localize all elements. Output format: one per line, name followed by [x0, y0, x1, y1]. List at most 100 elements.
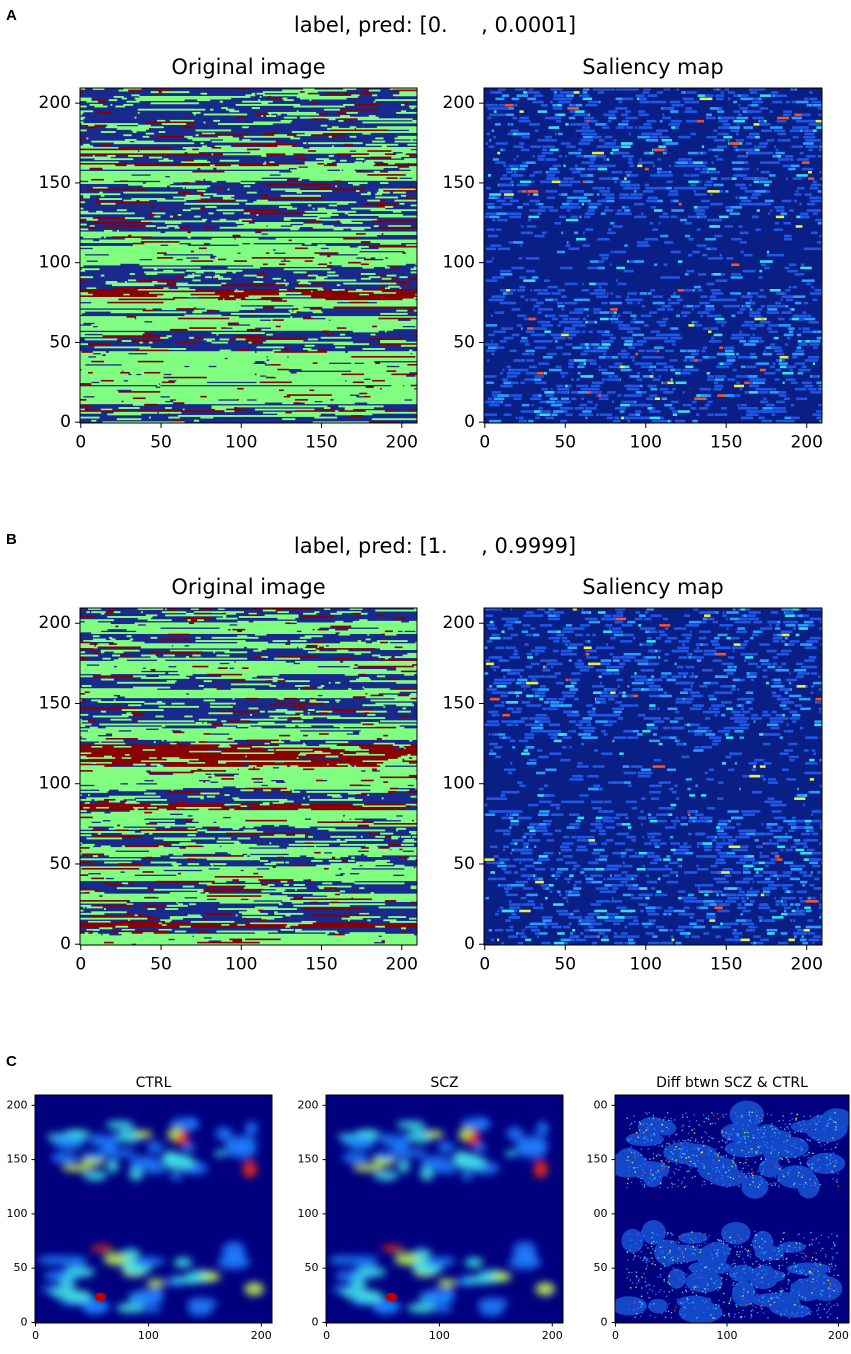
image-cell: [497, 394, 509, 397]
image-cell: [506, 375, 517, 378]
image-cell: [122, 340, 132, 342]
image-cell: [492, 219, 495, 222]
image-cell: [143, 632, 148, 634]
image-cell: [739, 104, 741, 107]
image-cell: [649, 366, 656, 369]
image-cell: [714, 388, 722, 391]
image-cell: [717, 110, 722, 113]
image-cell: [609, 302, 621, 305]
image-cell: [761, 362, 769, 365]
image-cell: [194, 114, 196, 116]
image-cell: [301, 279, 354, 281]
image-cell: [740, 241, 747, 244]
image-cell: [359, 182, 367, 184]
image-cell: [662, 139, 672, 142]
image-cell: [170, 378, 174, 380]
image-cell: [563, 177, 573, 180]
image-cell: [218, 168, 223, 170]
image-cell: [162, 308, 177, 310]
image-cell: [549, 126, 559, 129]
image-cell: [343, 402, 355, 404]
image-cell: [533, 193, 538, 196]
image-cell: [191, 208, 201, 210]
image-cell: [568, 337, 573, 340]
image-cell: [741, 324, 753, 327]
image-cell: [604, 209, 613, 212]
image-cell: [540, 209, 546, 212]
image-cell: [580, 174, 587, 177]
image-cell: [791, 382, 798, 385]
image-cell: [818, 222, 822, 225]
image-cell: [736, 139, 744, 142]
image-cell: [266, 265, 327, 267]
heatmap-image: [80, 608, 480, 945]
image-cell: [488, 174, 491, 177]
image-cell: [519, 257, 523, 260]
image-cell: [607, 158, 609, 161]
image-cell: [792, 117, 802, 120]
image-cell: [120, 407, 133, 409]
image-cell: [598, 369, 607, 372]
image-cell: [680, 420, 683, 423]
image-cell: [538, 155, 543, 158]
image-cell: [550, 397, 558, 400]
image-cell: [526, 372, 538, 375]
image-cell: [616, 295, 621, 298]
image-cell: [607, 232, 616, 235]
image-cell: [277, 235, 313, 237]
image-cell: [596, 413, 598, 416]
image-cell: [497, 200, 506, 203]
image-cell: [789, 330, 793, 333]
image-cell: [160, 638, 188, 640]
image-cell: [507, 302, 516, 305]
image-cell: [800, 216, 809, 219]
image-cell: [597, 145, 609, 148]
image-cell: [361, 241, 371, 243]
image-cell: [653, 302, 665, 305]
image-cell: [775, 152, 784, 155]
image-cell: [598, 394, 600, 397]
image-cell: [618, 315, 621, 318]
image-cell: [669, 302, 680, 305]
image-cell: [91, 252, 96, 254]
image-cell: [311, 102, 318, 104]
image-cell: [149, 128, 151, 130]
image-cell: [547, 286, 557, 289]
image-cell: [584, 216, 590, 219]
image-cell: [327, 334, 334, 336]
image-cell: [760, 321, 767, 324]
image-cell: [741, 120, 744, 123]
image-cell: [647, 407, 652, 410]
image-cell: [354, 109, 377, 111]
image-cell: [255, 634, 267, 636]
image-cell: [681, 311, 691, 314]
image-cell: [224, 410, 234, 412]
image-cell: [654, 263, 657, 266]
image-cell: [700, 152, 703, 155]
image-cell: [337, 203, 349, 205]
image-cell: [791, 417, 800, 420]
image-cell: [678, 260, 682, 263]
y-tick-label: 100: [443, 253, 475, 273]
image-cell: [800, 212, 808, 215]
image-cell: [178, 342, 196, 344]
x-tick-label: 100: [630, 432, 662, 452]
image-cell: [231, 632, 236, 634]
image-cell: [747, 110, 754, 113]
image-cell: [758, 98, 761, 101]
image-cell: [133, 131, 137, 133]
image-cell: [284, 195, 321, 197]
image-cell: [146, 225, 156, 227]
image-cell: [489, 145, 495, 148]
image-cell: [712, 292, 724, 295]
image-cell: [653, 165, 655, 168]
image-cell: [562, 295, 567, 298]
image-cell: [588, 101, 598, 104]
image-cell: [716, 279, 728, 282]
image-cell: [708, 149, 712, 152]
image-cell: [268, 96, 272, 98]
image-cell: [208, 150, 213, 152]
image-cell: [546, 401, 555, 404]
image-cell: [249, 342, 253, 344]
image-cell: [168, 372, 172, 374]
